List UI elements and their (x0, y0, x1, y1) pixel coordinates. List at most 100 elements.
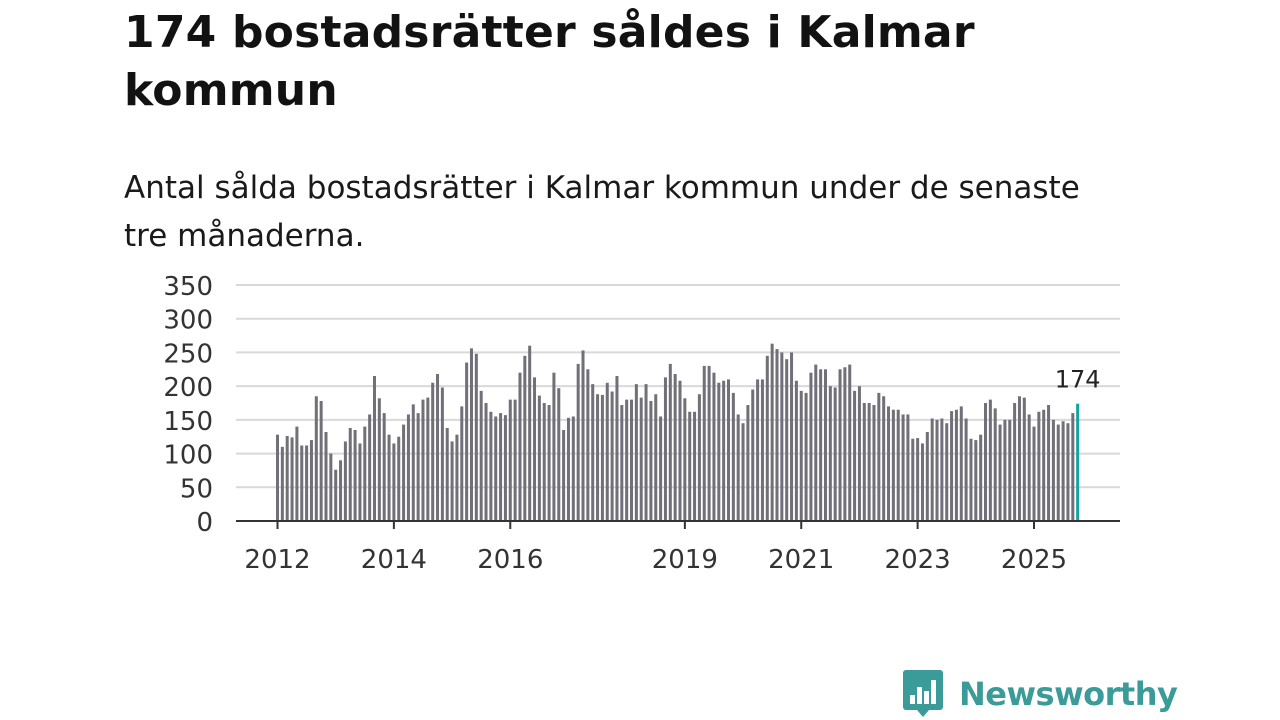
bar (314, 396, 318, 521)
bar (945, 423, 949, 521)
bar (814, 364, 818, 521)
bar (882, 396, 886, 521)
bar (334, 469, 338, 521)
bar (368, 414, 372, 521)
bar (610, 391, 614, 521)
chart-title: 174 bostadsrätter såldes i Kalmar kommun (124, 7, 975, 116)
bar (465, 362, 469, 521)
bar (329, 453, 333, 521)
bar (697, 394, 701, 521)
bar (853, 390, 857, 521)
x-tick-label: 2021 (768, 545, 834, 575)
bar (581, 350, 585, 521)
bar (1042, 409, 1046, 521)
bar (809, 372, 813, 521)
bar (954, 409, 958, 521)
bar (1017, 396, 1021, 521)
bar (920, 443, 924, 521)
y-tick-label: 50 (180, 474, 213, 504)
bar (678, 380, 682, 521)
bar (431, 382, 435, 521)
bar (605, 382, 609, 521)
y-tick-label: 250 (163, 339, 213, 369)
bar (1008, 419, 1012, 521)
x-tick-label: 2025 (1001, 545, 1067, 575)
bar (998, 424, 1002, 521)
bar (668, 363, 672, 521)
bar (751, 389, 755, 521)
bar (770, 343, 774, 521)
bar (993, 408, 997, 521)
bar (1022, 397, 1026, 521)
bar (416, 413, 420, 521)
bar (1037, 411, 1041, 521)
bar (591, 384, 595, 521)
bar (663, 377, 667, 521)
data-label-latest: 174 (1055, 366, 1101, 394)
bar (518, 372, 522, 521)
bar (634, 384, 638, 521)
bar (402, 424, 406, 521)
bar (309, 440, 313, 521)
bar (406, 414, 410, 521)
bar (1066, 423, 1070, 521)
bar (702, 365, 706, 521)
bar (474, 353, 478, 521)
bar (1013, 403, 1017, 521)
bar (639, 397, 643, 521)
bar (959, 406, 963, 521)
bar (290, 437, 294, 521)
bar (586, 369, 590, 521)
bar (324, 431, 328, 521)
bar (469, 348, 473, 521)
bar (440, 387, 444, 521)
bar (722, 380, 726, 521)
bar (339, 460, 343, 521)
bar (717, 382, 721, 521)
bar (780, 352, 784, 521)
bar (838, 369, 842, 521)
bar (819, 369, 823, 521)
bar (455, 434, 459, 521)
x-tick-label: 2012 (244, 545, 310, 575)
bar (896, 409, 900, 521)
bar (571, 416, 575, 521)
y-tick-label: 0 (196, 508, 213, 538)
bar (421, 399, 425, 521)
bar (785, 359, 789, 521)
bar (969, 438, 973, 521)
bar (833, 387, 837, 521)
bar (940, 418, 944, 521)
bar (1051, 419, 1055, 521)
bar (823, 369, 827, 521)
y-tick-label: 200 (163, 373, 213, 403)
y-tick-label: 350 (163, 272, 213, 302)
bar (659, 416, 663, 521)
bar (654, 394, 658, 521)
bar (984, 403, 988, 521)
bar (276, 434, 280, 521)
bar (600, 394, 604, 521)
bar (901, 414, 905, 521)
bar (353, 429, 357, 521)
bar (566, 417, 570, 521)
y-tick-label: 100 (163, 441, 213, 471)
bar (596, 394, 600, 521)
bar (683, 398, 687, 521)
bar (382, 413, 386, 521)
bar (576, 363, 580, 521)
bar (479, 390, 483, 521)
bar (484, 403, 488, 521)
bar (760, 379, 764, 521)
bar (887, 406, 891, 521)
bar (906, 414, 910, 521)
chart-subtitle: Antal sålda bostadsrätter i Kalmar kommu… (124, 170, 1080, 254)
x-tick-label: 2016 (477, 545, 543, 575)
bar (1061, 421, 1065, 521)
bar (280, 446, 284, 521)
bar (799, 390, 803, 521)
bar (736, 414, 740, 521)
bar (537, 395, 541, 521)
bar (974, 440, 978, 521)
